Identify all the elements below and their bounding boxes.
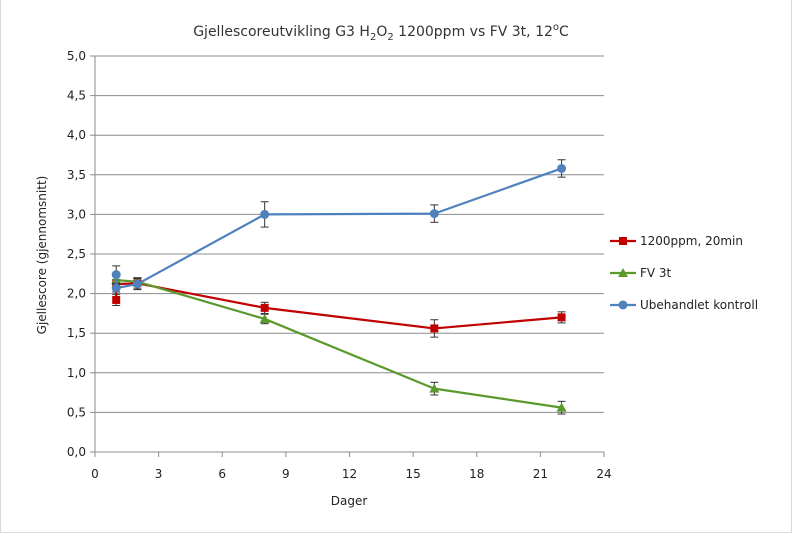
y-tick-label: 3,0: [67, 207, 86, 221]
series-line: [115, 167, 562, 290]
legend: 1200ppm, 20min FV 3t Ubehandlet kontroll: [610, 234, 758, 312]
y-tick-label: 5,0: [67, 49, 86, 63]
axes: 0,0 0,5 1,0 1,5 2,0 2,5 3,0 3,5 4,0 4,5 5,0 0 3 6 9 12 1…: [67, 49, 612, 481]
data-point: [111, 283, 121, 293]
y-tick-label: 3,5: [67, 168, 86, 182]
series-group: [111, 159, 567, 293]
legend-swatch-marker: [618, 268, 628, 277]
series-line: [116, 279, 562, 409]
y-axis-title: Gjellescore (gjennomsnitt): [35, 176, 49, 335]
x-tick-label: 15: [405, 467, 420, 481]
x-tick-label: 18: [469, 467, 484, 481]
x-tick-label: 24: [596, 467, 611, 481]
y-tick-label: 1,0: [67, 366, 86, 380]
data-point: [557, 163, 567, 173]
data-point: [556, 402, 567, 412]
x-tick-label: 12: [342, 467, 357, 481]
legend-swatch-marker: [619, 237, 627, 245]
data-point: [112, 295, 121, 304]
x-tick-label: 6: [218, 467, 226, 481]
x-axis-title: Dager: [331, 494, 368, 508]
x-tick-label: 21: [533, 467, 548, 481]
y-tick-label: 4,5: [67, 89, 86, 103]
x-tick-label: 3: [155, 467, 163, 481]
data-point: [557, 313, 566, 322]
data-point: [260, 209, 270, 219]
series-layer: [111, 159, 567, 415]
y-tick-label: 0,5: [67, 405, 86, 419]
series-line: [115, 282, 562, 330]
series-group: [111, 275, 567, 415]
data-point: [132, 279, 142, 289]
legend-label: 1200ppm, 20min: [640, 234, 743, 248]
y-tick-label: 0,0: [67, 445, 86, 459]
y-tick-label: 1,5: [67, 326, 86, 340]
series-group: [112, 277, 566, 338]
data-point: [260, 303, 269, 312]
data-point: [429, 383, 440, 393]
data-point: [259, 313, 270, 323]
data-point: [429, 209, 439, 219]
chart-title: Gjellescoreutvikling G3 H2O2 1200ppm vs …: [193, 22, 569, 43]
y-tick-label: 2,5: [67, 247, 86, 261]
grid: [95, 55, 604, 413]
data-point: [111, 270, 121, 280]
data-point: [430, 324, 439, 333]
y-tick-label: 4,0: [67, 128, 86, 142]
legend-swatch-marker: [618, 300, 628, 310]
legend-label: FV 3t: [640, 266, 672, 280]
legend-label: Ubehandlet kontroll: [640, 298, 758, 312]
x-tick-label: 9: [282, 467, 290, 481]
y-tick-label: 2,0: [67, 287, 86, 301]
x-tick-label: 0: [91, 467, 99, 481]
